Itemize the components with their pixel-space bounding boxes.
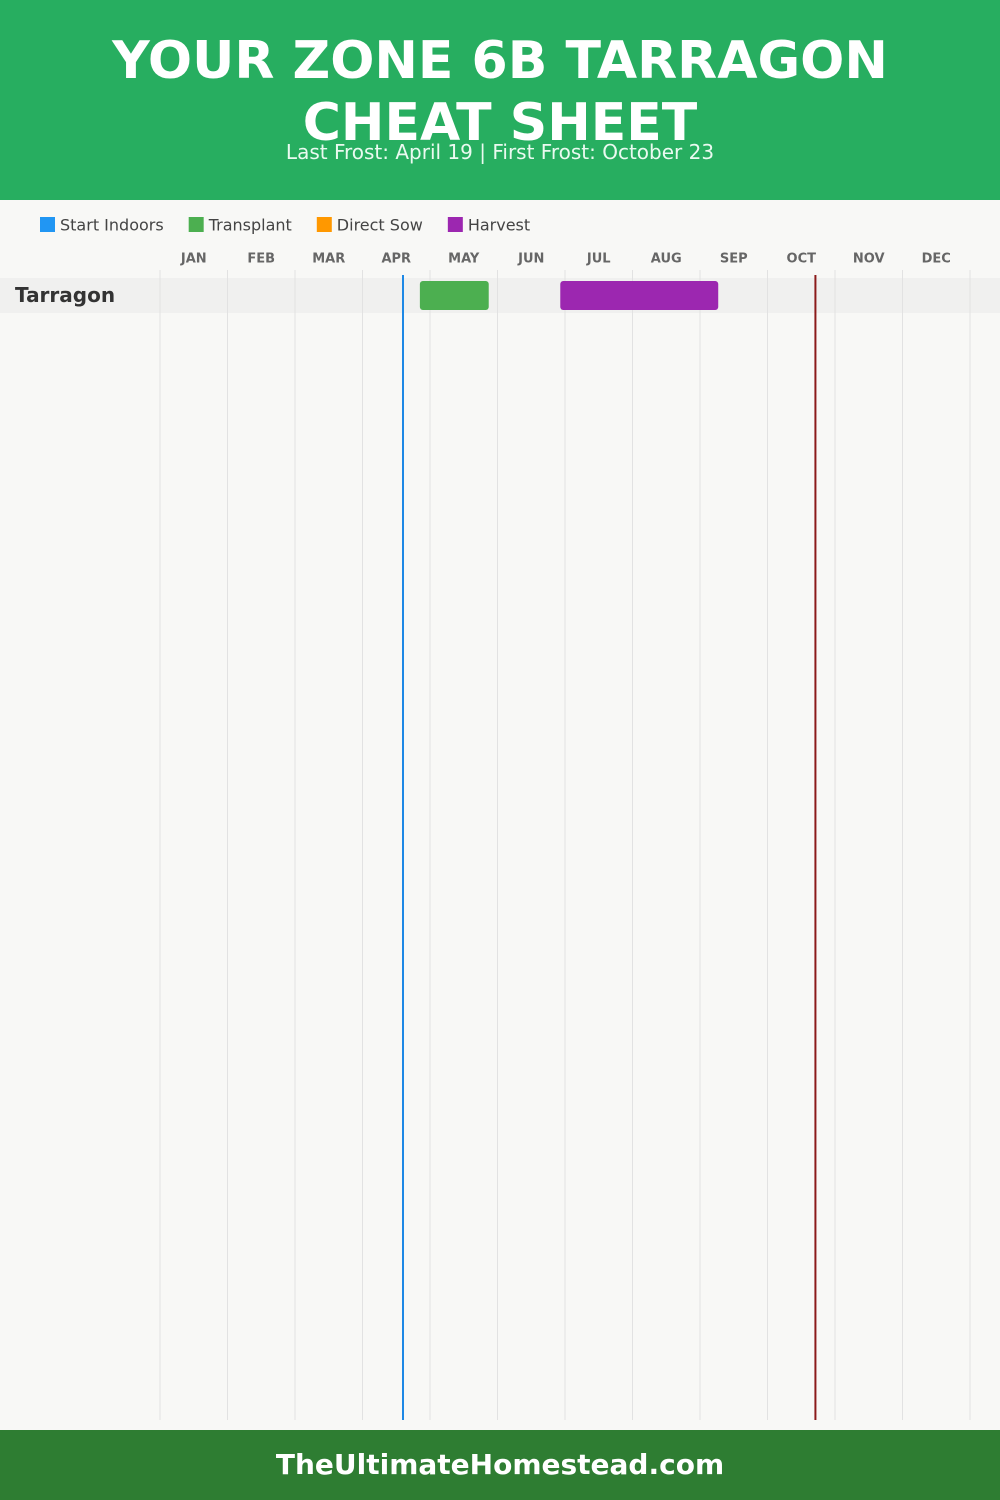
x-tick-label: APR	[381, 252, 411, 267]
x-tick-label: MAY	[448, 252, 480, 267]
legend-label: Direct Sow	[337, 216, 423, 235]
x-tick-label: AUG	[651, 252, 682, 267]
legend-swatch	[40, 217, 55, 232]
x-tick-label: MAR	[312, 252, 345, 267]
chart-title: YOUR ZONE 6B TARRAGON CHEAT SHEET	[112, 31, 888, 153]
legend-swatch	[188, 217, 204, 232]
chart-subtitle: Last Frost: April 19 | First Frost: Octo…	[285, 140, 715, 164]
bar	[419, 281, 489, 310]
legend-swatch	[447, 217, 463, 232]
x-tick-label: JAN	[180, 252, 207, 267]
x-tick-label: JUN	[517, 252, 544, 267]
x-tick-label: DEC	[922, 252, 951, 267]
legend-label: Harvest	[468, 216, 530, 235]
header: YOUR ZONE 6B TARRAGON CHEAT SHEET Last F…	[0, 0, 1000, 200]
row-label: Tarragon	[15, 283, 115, 307]
x-tick-label: JUL	[586, 252, 611, 267]
bar	[560, 281, 719, 310]
x-tick-label: NOV	[853, 252, 885, 267]
legend-label: Transplant	[208, 216, 292, 235]
legend-label: Start Indoors	[60, 216, 164, 235]
x-tick-label: FEB	[247, 252, 275, 267]
footer: TheUltimateHomestead.com	[0, 1430, 1000, 1500]
legend-swatch	[316, 217, 332, 232]
x-tick-label: SEP	[720, 252, 748, 267]
x-tick-label: OCT	[787, 252, 817, 267]
row-band	[0, 278, 1000, 313]
